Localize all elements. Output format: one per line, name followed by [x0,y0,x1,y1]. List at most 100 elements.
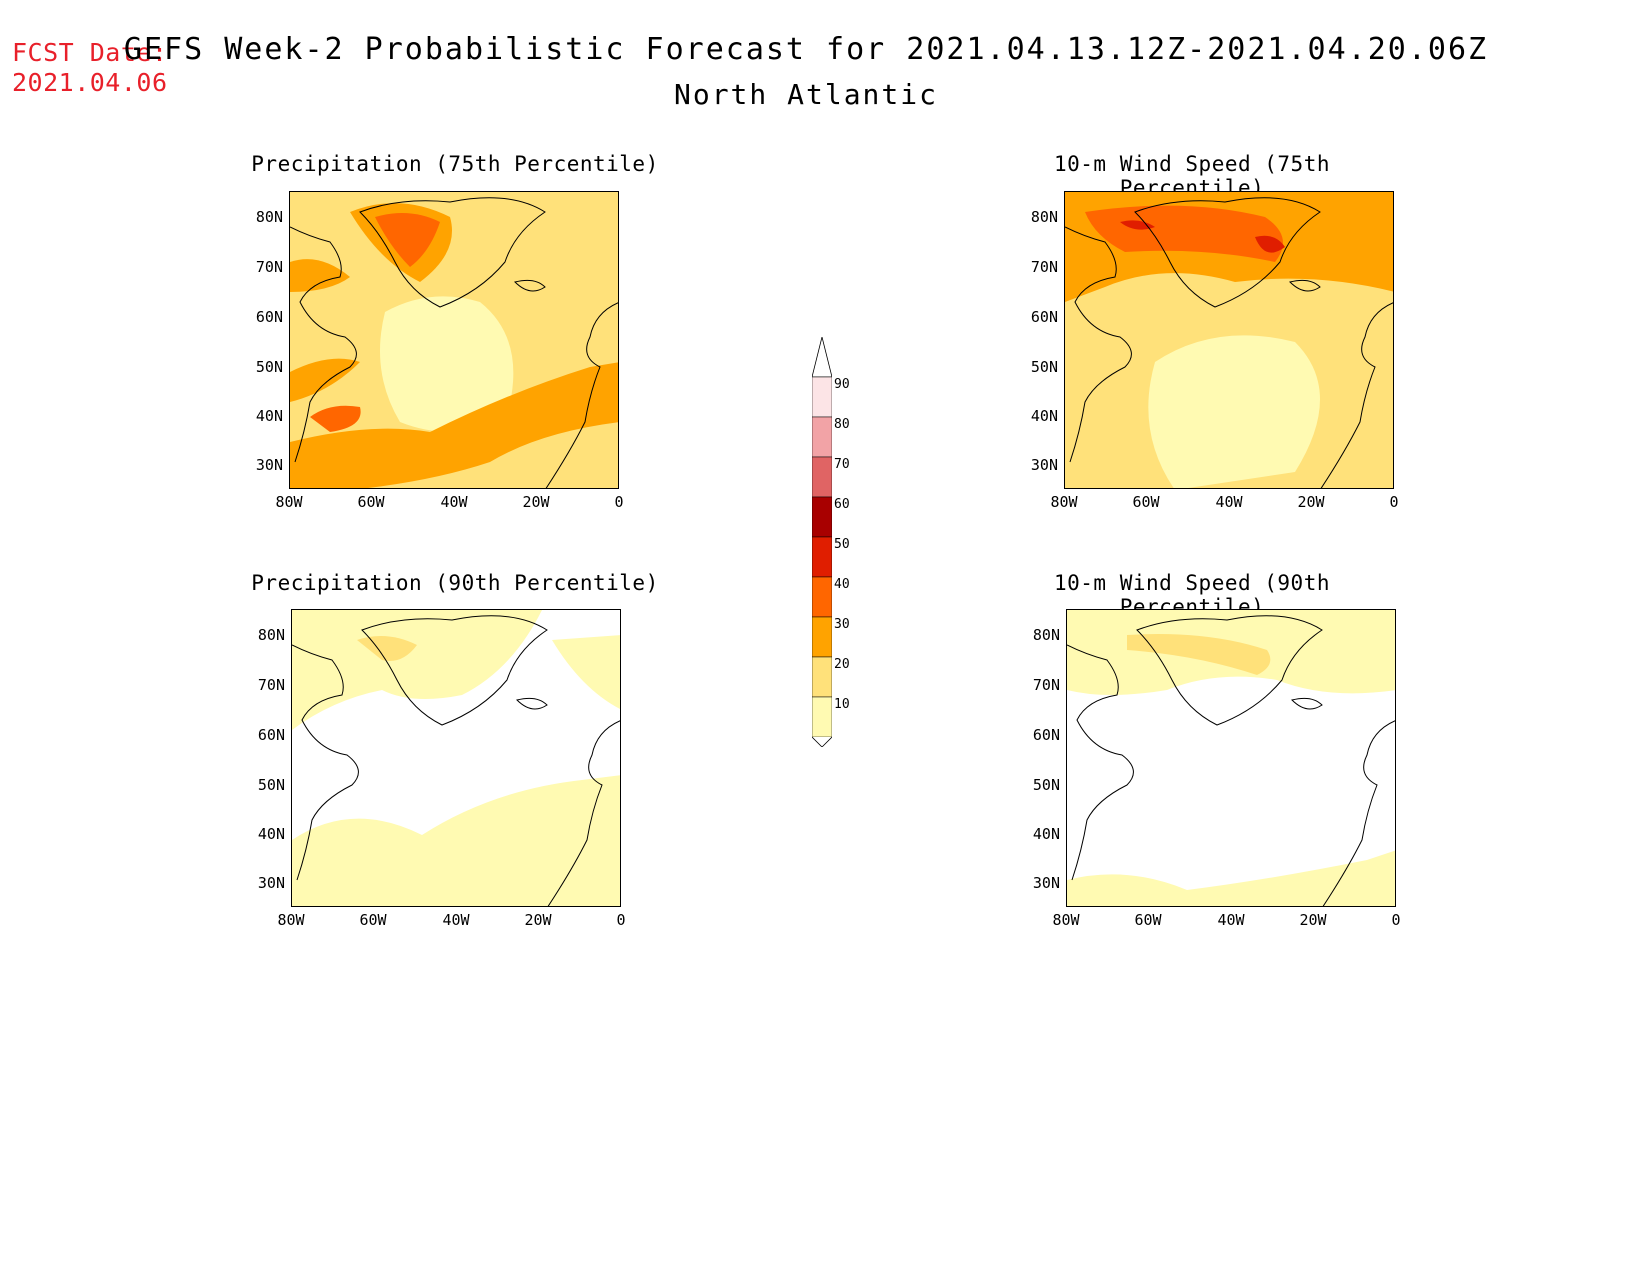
y-tick-label: 80N [1030,208,1058,226]
colorbar-swatch [811,576,833,618]
prob-field-10 [380,296,514,432]
colorbar-label: 90 [834,377,850,392]
europe-africa-coastline [545,302,618,488]
y-tick-label: 60N [1030,308,1058,326]
y-tick-label: 40N [257,825,285,843]
iceland-coastline [514,279,546,292]
prob-field-20 [1127,634,1271,675]
greenland-coastline [361,615,548,726]
x-tick-label: 40W [1217,911,1245,929]
x-tick-label: 80W [275,493,303,511]
map-canvas [290,192,618,488]
x-tick-label: 60W [1134,911,1162,929]
europe-africa-coastline [1322,720,1395,906]
y-tick-label: 50N [257,776,285,794]
x-tick-label: 40W [1215,493,1243,511]
colorbar-swatch [811,496,833,538]
page-title: GEFS Week-2 Probabilistic Forecast for 2… [123,32,1489,67]
map-canvas [292,610,620,906]
panel-title-precip-90: Precipitation (90th Percentile) [251,571,659,595]
y-tick-label: 40N [1032,825,1060,843]
y-tick-label: 80N [255,208,283,226]
north-america-coastline [1065,226,1132,463]
forecast-date-label: FCST Date: [12,38,168,67]
y-tick-label: 30N [257,874,285,892]
map-precip-75 [289,191,619,489]
y-tick-label: 40N [1030,407,1058,425]
prob-field-40 [375,213,440,267]
page-subtitle: North Atlantic [673,78,938,111]
x-tick-label: 60W [357,493,385,511]
x-tick-label: 0 [614,493,624,511]
colorbar-swatches [811,336,833,748]
map-canvas [1067,610,1395,906]
x-tick-label: 80W [1050,493,1078,511]
y-tick-label: 30N [1030,456,1058,474]
colorbar-swatch [811,656,833,698]
map-wind-75 [1064,191,1394,489]
north-america-coastline [1067,644,1134,881]
prob-field-30 [290,259,350,292]
prob-field-10 [292,610,542,730]
north-america-coastline [290,226,357,463]
colorbar-label: 20 [834,657,850,672]
prob-field-30 [290,362,618,488]
y-tick-label: 70N [257,676,285,694]
prob-field-50 [1120,220,1155,230]
prob-field-10 [552,635,620,709]
map-canvas [1065,192,1393,488]
prob-field-40 [1085,205,1283,262]
y-tick-label: 50N [1030,358,1058,376]
x-tick-label: 20W [1299,911,1327,929]
x-tick-label: 40W [440,493,468,511]
x-tick-label: 80W [1052,911,1080,929]
y-tick-label: 60N [257,726,285,744]
y-tick-label: 50N [255,358,283,376]
colorbar-swatch [811,376,833,418]
y-tick-label: 70N [1030,258,1058,276]
y-tick-label: 60N [1032,726,1060,744]
greenland-coastline [359,197,546,308]
colorbar-label: 30 [834,617,850,632]
forecast-date-value: 2021.04.06 [12,68,168,97]
prob-field-10 [1148,335,1320,488]
map-precip-90 [291,609,621,907]
north-america-coastline [292,644,359,881]
map-wind-90 [1066,609,1396,907]
panel-title-precip-75: Precipitation (75th Percentile) [251,152,659,176]
forecast-date: FCST Date: 2021.04.06 [12,38,168,98]
colorbar-label: 80 [834,417,850,432]
colorbar-label: 10 [834,697,850,712]
colorbar-swatch [811,416,833,458]
iceland-coastline [1289,279,1321,292]
y-tick-label: 30N [1032,874,1060,892]
colorbar-label: 40 [834,577,850,592]
colorbar-swatch [811,696,833,738]
colorbar-label: 70 [834,457,850,472]
y-tick-label: 70N [255,258,283,276]
x-tick-label: 40W [442,911,470,929]
colorbar-bottom-cap [811,736,833,748]
x-tick-label: 20W [524,911,552,929]
panel-title-wind-90: 10-m Wind Speed (90th Percentile) [1053,571,1330,619]
colorbar-swatch [811,616,833,658]
y-tick-label: 50N [1032,776,1060,794]
x-tick-label: 20W [522,493,550,511]
prob-field-10 [1067,850,1395,906]
prob-field-40 [310,405,361,432]
colorbar: 90 80 70 60 50 40 30 20 10 [811,336,850,751]
iceland-coastline [516,697,548,710]
prob-field-30 [290,358,360,402]
colorbar-swatch [811,456,833,498]
y-tick-label: 80N [257,626,285,644]
x-tick-label: 80W [277,911,305,929]
colorbar-label: 50 [834,537,850,552]
prob-field-50 [1255,235,1285,253]
x-tick-label: 60W [1132,493,1160,511]
colorbar-top-cap [811,336,833,378]
greenland-coastline [1136,615,1323,726]
x-tick-label: 20W [1297,493,1325,511]
prob-field-10 [292,775,620,906]
x-tick-label: 60W [359,911,387,929]
iceland-coastline [1291,697,1323,710]
